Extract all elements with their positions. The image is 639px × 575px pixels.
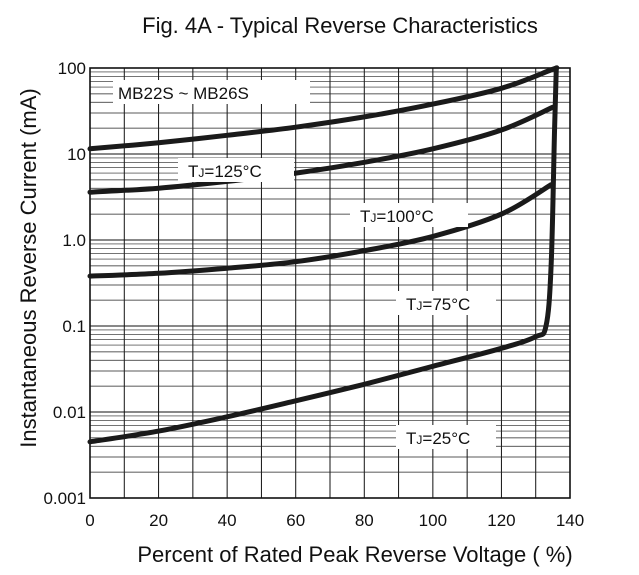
- x-tick-labels: 0 20 40 60 80 100 120 140: [85, 511, 584, 530]
- device-label-bg: [113, 80, 310, 104]
- series-line-2: [87, 104, 556, 195]
- curves: [87, 65, 560, 445]
- series-line-4: [87, 65, 559, 445]
- curve-label: TJ=100°C: [360, 207, 434, 226]
- annotations: MB22S ~ MB26S TJ=125°C TJ=100°C TJ=75°C TJ=…: [113, 80, 496, 449]
- curve-label: TJ=125°C: [188, 162, 262, 181]
- curve-label-bg: [350, 203, 468, 227]
- x-tick-label: 0: [85, 511, 94, 530]
- curve-label: TJ=25°C: [406, 429, 470, 448]
- x-tick-label: 40: [218, 511, 237, 530]
- x-tick-label: 120: [487, 511, 515, 530]
- curve-label-bg: [396, 291, 496, 315]
- y-tick-label: 100: [58, 59, 86, 78]
- y-tick-label: 0.1: [62, 317, 86, 336]
- y-axis-label: Instantaneous Reverse Current (mA): [16, 88, 41, 448]
- series-line-3: [87, 182, 554, 279]
- chart-title: Fig. 4A - Typical Reverse Characteristic…: [142, 13, 538, 38]
- curve-label-bg: [396, 425, 496, 449]
- curve-label: TJ=75°C: [406, 295, 470, 314]
- series-line-1: [87, 65, 560, 152]
- x-axis-label: Percent of Rated Peak Reverse Voltage ( …: [137, 542, 572, 567]
- curve-label-bg: [178, 158, 294, 182]
- x-tick-label: 20: [149, 511, 168, 530]
- y-tick-label: 0.01: [53, 403, 86, 422]
- x-tick-label: 60: [286, 511, 305, 530]
- x-tick-label: 100: [419, 511, 447, 530]
- y-tick-labels: 100 10 1.0 0.1 0.01 0.001: [43, 59, 86, 508]
- y-tick-label: 1.0: [62, 231, 86, 250]
- x-tick-label: 80: [355, 511, 374, 530]
- x-tick-label: 140: [556, 511, 584, 530]
- y-tick-label: 0.001: [43, 489, 86, 508]
- device-label: MB22S ~ MB26S: [118, 84, 249, 103]
- y-tick-label: 10: [67, 145, 86, 164]
- plot-frame: [89, 67, 571, 499]
